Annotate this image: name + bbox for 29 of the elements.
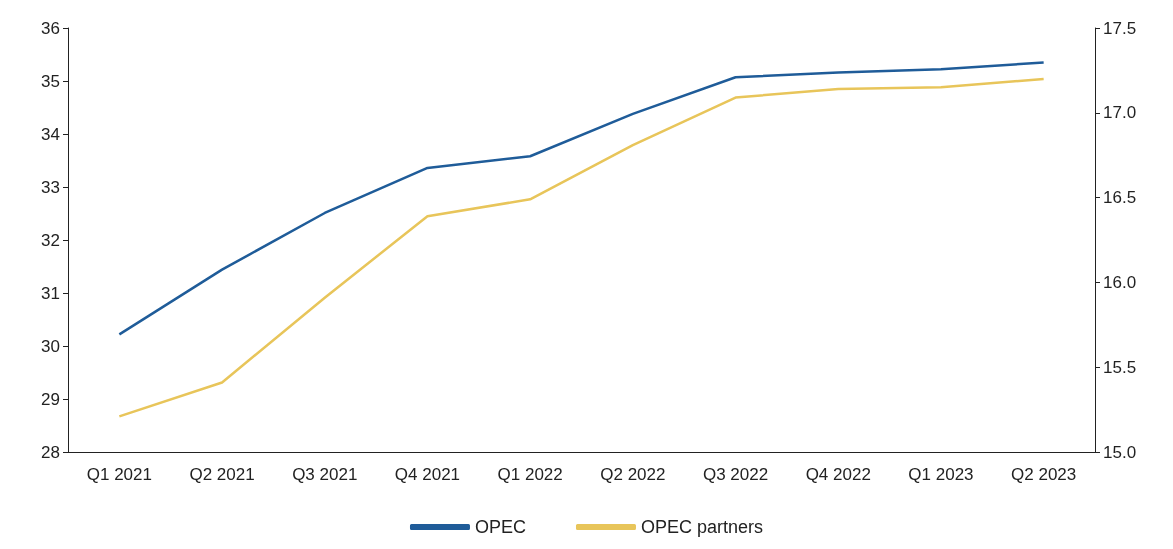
line-series (118, 61, 1045, 336)
legend-label: OPEC (474, 517, 526, 537)
line-series (118, 77, 1045, 418)
y-tick-label: 34 (41, 124, 60, 144)
x-tick-label: Q2 2022 (600, 465, 666, 484)
x-tick-label: Q4 2021 (394, 465, 461, 484)
x-tick-label: Q2 2023 (1011, 465, 1077, 484)
x-tick-label: Q1 2023 (908, 465, 974, 484)
y2-tick-label: 15.0 (1103, 442, 1137, 462)
y2-tick-label: 17.5 (1103, 18, 1137, 38)
x-tick-label: Q3 2022 (702, 465, 769, 484)
x-tick-label: Q1 2022 (497, 465, 563, 484)
x-tick-label: Q1 2021 (86, 465, 152, 484)
y-tick-label: 30 (41, 336, 60, 356)
y-tick-label: 32 (41, 230, 60, 250)
y-tick-label: 35 (41, 71, 60, 91)
y-tick-label: 31 (41, 283, 60, 303)
y2-tick-label: 17.0 (1103, 103, 1137, 123)
y2-tick-label: 16.5 (1103, 188, 1137, 208)
y-tick-label: 33 (41, 177, 60, 197)
legend-label: OPEC partners (640, 517, 764, 537)
y-tick-label: 29 (41, 389, 60, 409)
y-tick-label: 28 (41, 442, 60, 462)
x-tick-label: Q2 2021 (189, 465, 255, 484)
y2-tick-label: 15.5 (1103, 357, 1137, 377)
x-tick-label: Q4 2022 (805, 465, 871, 484)
y2-tick-label: 16.0 (1103, 272, 1137, 292)
x-tick-label: Q3 2021 (292, 465, 358, 484)
y-tick-label: 36 (41, 18, 60, 38)
